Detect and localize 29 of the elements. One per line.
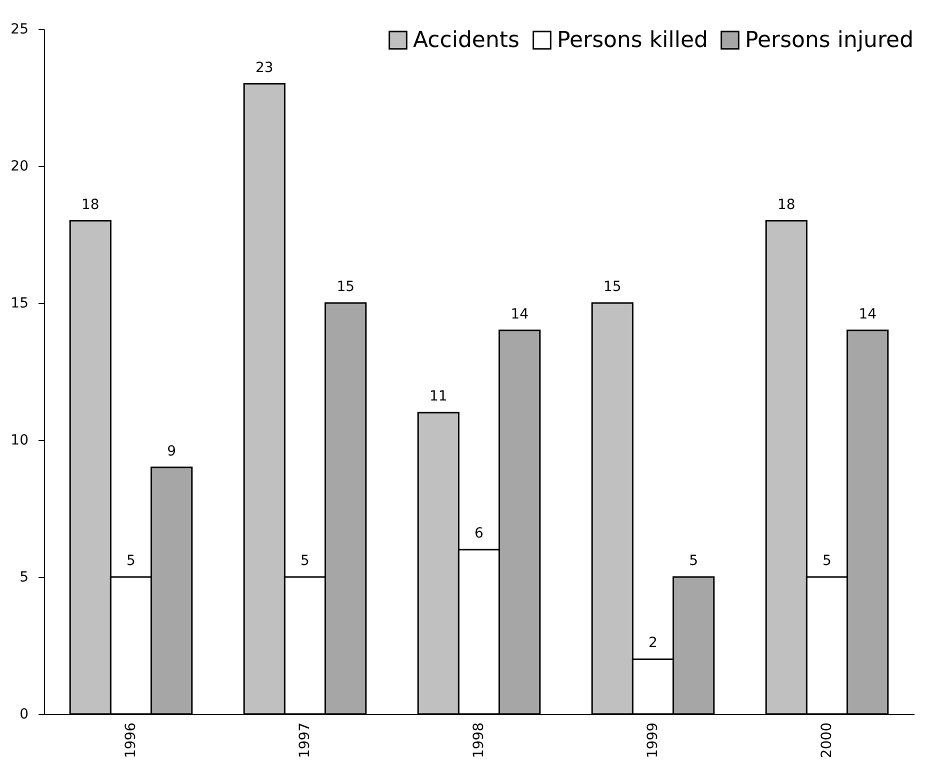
data-label: 5 (822, 553, 832, 569)
data-label: 11 (429, 388, 448, 405)
data-label: 2 (648, 635, 658, 652)
data-label: 14 (510, 306, 529, 322)
legend-label: Accidents (413, 28, 520, 54)
data-label: 5 (689, 553, 698, 569)
y-tick-label: 15 (10, 296, 28, 312)
x-tick-label: 1996 (123, 722, 139, 758)
data-label: 18 (81, 196, 100, 213)
data-label: 15 (603, 279, 622, 295)
y-tick-label: 25 (10, 22, 28, 38)
data-label: 15 (336, 279, 355, 295)
data-label: 5 (126, 553, 136, 569)
x-tick-label: 1997 (297, 722, 313, 758)
data-label: 14 (858, 306, 877, 322)
y-tick-label: 0 (20, 706, 28, 722)
data-label: 18 (777, 196, 796, 213)
y-tick-label: 20 (10, 158, 28, 174)
x-tick-label: 2000 (819, 722, 835, 758)
data-label: 9 (167, 443, 176, 460)
legend-label: Persons injured (745, 28, 914, 54)
y-tick-label: 10 (10, 432, 28, 448)
x-tick-label: 1999 (645, 722, 661, 758)
data-label: 5 (300, 553, 310, 569)
legend-label: Persons killed (557, 28, 708, 54)
data-label: 23 (255, 60, 274, 76)
y-tick-label: 5 (20, 570, 28, 586)
data-label: 6 (474, 526, 484, 542)
x-tick-label: 1998 (471, 722, 487, 758)
